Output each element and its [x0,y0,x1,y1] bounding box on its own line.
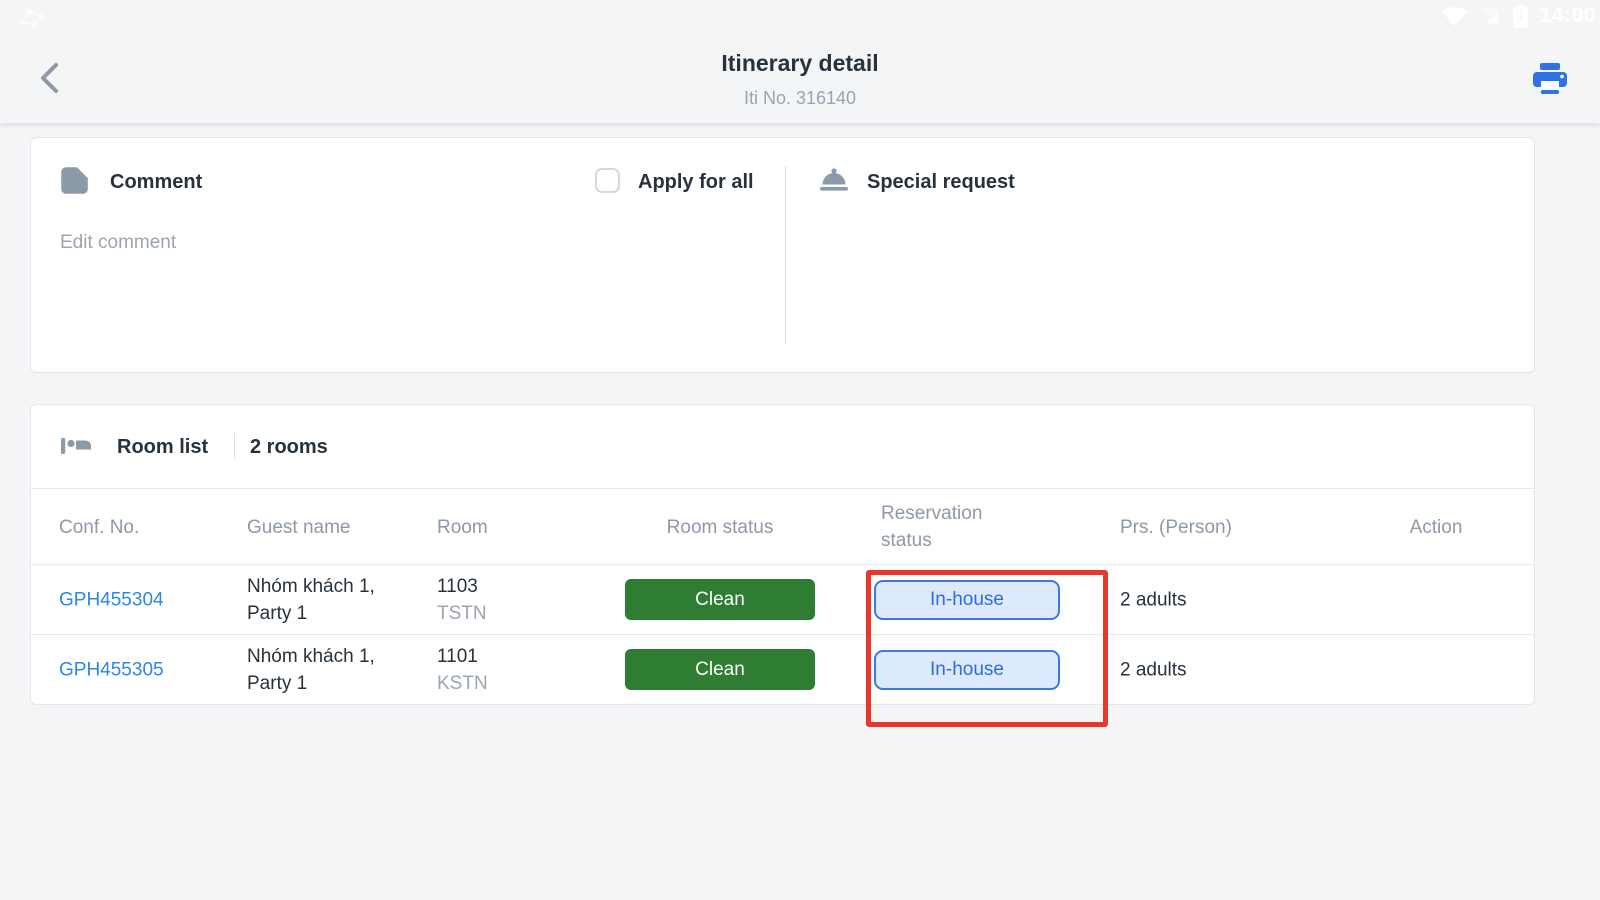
reservation-status-button[interactable]: In-house [874,580,1060,620]
clock-time: 14:00 [1539,4,1596,27]
col-header-room: Room [437,517,488,538]
comment-input[interactable]: Edit comment [60,232,177,253]
room-type-code: TSTN [437,602,487,624]
col-header-guest-name: Guest name [247,517,351,538]
col-header-persons: Prs. (Person) [1120,517,1232,538]
status-bar: 14:00 [0,0,1600,32]
conf-no-link[interactable]: GPH455305 [59,659,164,680]
network-notification-icon [14,4,52,35]
no-signal-icon [1479,5,1501,27]
special-request-label: Special request [867,171,1015,193]
comment-card: Comment Edit comment Apply for all Speci… [30,137,1535,373]
reservation-status-button[interactable]: In-house [874,650,1060,690]
room-type-code: KSTN [437,672,488,694]
apply-for-all-label: Apply for all [638,171,754,193]
apply-for-all-checkbox[interactable] [595,168,620,193]
guest-name: Nhóm khách 1, Party 1 [247,645,375,694]
table-row: GPH455305 Nhóm khách 1, Party 1 1101 KST… [31,634,1534,704]
room-number: 1103 [437,575,478,597]
col-header-room-status: Room status [666,517,774,538]
room-status-badge: Clean [625,579,815,620]
bed-icon [60,432,92,464]
back-button[interactable] [30,57,70,99]
room-cell: 1103 TSTN [437,573,487,627]
room-list-card: Room list 2 rooms Conf. No. Guest name R… [30,404,1535,705]
room-status-badge: Clean [625,649,815,690]
table-header-row: Conf. No. Guest name Room Room status Re… [31,488,1534,564]
col-header-reservation-status: Reservation status [881,503,983,551]
persons-cell: 2 adults [1120,659,1187,680]
comment-label: Comment [110,171,203,193]
col-header-action: Action [1409,517,1463,538]
conf-no-link[interactable]: GPH455304 [59,589,164,610]
room-number: 1101 [437,645,478,667]
wifi-icon [1441,6,1468,27]
printer-icon [1533,62,1567,94]
header: Itinerary detail Iti No. 316140 [0,0,1600,123]
print-button[interactable] [1530,58,1570,98]
page-title: Itinerary detail [721,50,879,76]
guest-name: Nhóm khách 1, Party 1 [247,575,375,624]
chevron-left-icon [41,63,58,93]
itinerary-number: Iti No. 316140 [743,88,857,108]
battery-charging-icon [1512,4,1529,28]
special-request-cloche-icon [819,168,849,198]
title-divider [234,433,235,459]
col-header-conf-no: Conf. No. [59,517,140,538]
room-count: 2 rooms [250,436,328,458]
room-cell: 1101 KSTN [437,643,488,697]
room-list-title: Room list [117,436,209,458]
card-vertical-divider [785,166,786,344]
comment-note-icon [60,166,89,200]
table-row: GPH455304 Nhóm khách 1, Party 1 1103 TST… [31,564,1534,634]
persons-cell: 2 adults [1120,589,1187,610]
room-list-header: Room list 2 rooms [31,405,1534,488]
